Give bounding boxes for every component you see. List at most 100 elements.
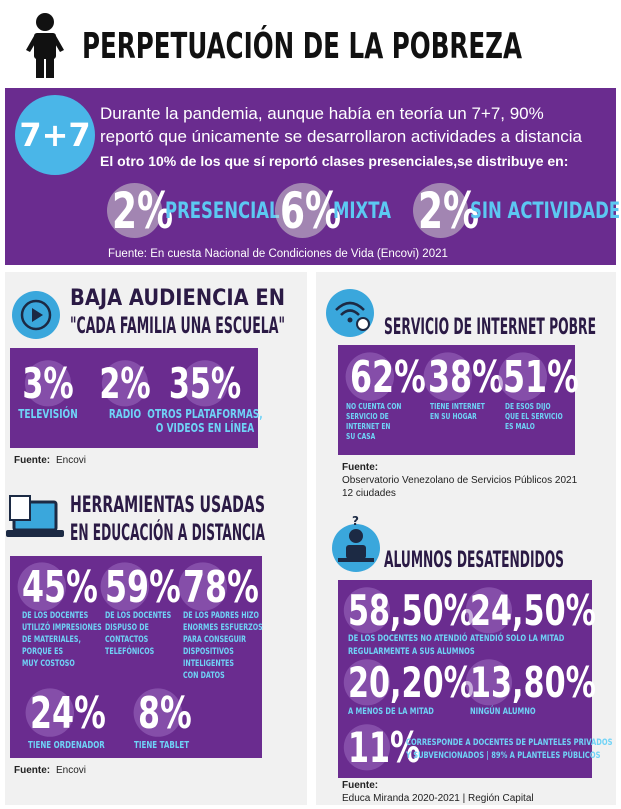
stat-label-group: DISPOSITIVOS — [183, 646, 234, 656]
stat-number-group: 24,50% — [470, 586, 596, 635]
stat-label-group: PORQUE ES — [22, 646, 63, 656]
stat-label: INTERNET EN — [346, 421, 391, 431]
stat-label-group: DISPUSO DE — [105, 622, 149, 632]
svg-text:?: ? — [352, 514, 359, 528]
number-bubble — [498, 352, 547, 401]
badge-circle — [15, 95, 95, 175]
stat-label-group: TELEFÓNICOS — [105, 646, 154, 656]
stat-label: TIENE TABLET — [134, 739, 189, 750]
stat-label: DE LOS DOCENTES NO ATENDIÓ — [348, 631, 468, 643]
stat-number: 2% — [418, 183, 479, 240]
page-title: PERPETUACIÓN DE LA POBREZA — [82, 25, 522, 67]
stat-label-group: ENORMES ESFUERZOS — [183, 622, 263, 632]
stat-label-group: DE MATERIALES, — [22, 634, 81, 644]
stat-number-group: 11% — [348, 723, 420, 772]
number-bubble — [345, 352, 394, 401]
stat-label: CONTACTOS — [105, 634, 148, 644]
stat-number: 24,50% — [470, 586, 596, 635]
video-icon — [12, 291, 60, 339]
stat-label: A MENOS DE LA MITAD — [348, 706, 434, 716]
stat-number-group: 45% — [22, 562, 98, 614]
source-label: Fuente: — [342, 462, 378, 473]
stat-label-group: PARA CONSEGUIR — [183, 634, 246, 644]
stat-label: DE LOS DOCENTES — [22, 610, 88, 620]
stat-label-group: CONTACTOS — [105, 634, 148, 644]
stat-number: 20,20% — [348, 658, 474, 707]
stat-label-group: Y SUBVENCIONADOS | 89% A PLANTELES PÚBLI… — [405, 748, 601, 760]
section-title: "CADA FAMILIA UNA ESCUELA" — [70, 314, 285, 339]
stat-label-group: SIN ACTIVIDADES — [470, 198, 621, 224]
stat-label: TELEFÓNICOS — [105, 646, 154, 656]
number-bubble — [275, 183, 330, 238]
stat-label: DE LOS DOCENTES — [105, 610, 171, 620]
stat-label-group: INTERNET EN — [346, 421, 391, 431]
stat-label-group: SU CASA — [346, 431, 376, 441]
number-bubble — [101, 360, 149, 407]
stat-label-group: RADIO — [109, 408, 141, 422]
stat-number: 45% — [22, 562, 98, 614]
stat-number-group: 6% — [280, 183, 341, 240]
stat-number-group: 58,50% — [348, 586, 474, 635]
stat-label: O VIDEOS EN LÍNEA — [156, 421, 255, 436]
stat-label-group: DE ESOS DIJO — [505, 401, 551, 411]
intro-source: Fuente: En cuesta Nacional de Condicione… — [108, 248, 448, 260]
stat-number: 13,80% — [470, 658, 596, 707]
content: PERPETUACIÓN DE LA POBREZA 7+7 Durante l… — [14, 25, 621, 804]
source-text: Encovi — [56, 765, 86, 776]
stat-label-group: DE LOS DOCENTES — [22, 610, 88, 620]
number-bubble — [343, 587, 390, 634]
stat-label: ES MALO — [505, 421, 535, 431]
number-bubble — [465, 587, 512, 634]
stat-label-group: NO CUENTA CON — [346, 401, 401, 411]
stat-number-group: 78% — [183, 562, 259, 614]
stat-label-group: TELEVISIÓN — [18, 407, 77, 422]
number-bubble — [343, 724, 390, 771]
stat-number: 2% — [112, 183, 173, 240]
stat-number-group: 3% — [22, 359, 73, 408]
stat-label-group: PRESENCIAL — [165, 198, 280, 224]
stat-label: INTELIGENTES — [183, 658, 234, 668]
stat-number: 8% — [138, 688, 192, 740]
wifi-icon — [326, 289, 374, 337]
stat-number: 2% — [99, 359, 150, 408]
stat-label: MUY COSTOSO — [22, 658, 75, 668]
stat-label-group: CON DATOS — [183, 670, 225, 680]
stat-number-group: 2% — [418, 183, 479, 240]
stat-label: QUE EL SERVICIO — [505, 411, 563, 421]
stat-number-group: 20,20% — [348, 658, 474, 707]
stat-label: DISPOSITIVOS — [183, 646, 234, 656]
stat-label-group: TIENE TABLET — [134, 739, 189, 750]
stat-number: 24% — [30, 688, 106, 740]
stat-number: 78% — [183, 562, 259, 614]
number-bubble — [178, 562, 227, 611]
stat-label: ENORMES ESFUERZOS — [183, 622, 263, 632]
section-title: ALUMNOS DESATENDIDOS — [384, 548, 564, 573]
stat-label-group: MIXTA — [333, 198, 391, 224]
stat-label-group: DE LOS DOCENTES NO ATENDIÓ — [348, 631, 468, 643]
number-bubble — [107, 183, 162, 238]
source-text: Encovi — [56, 455, 86, 466]
stat-label-group: INTELIGENTES — [183, 658, 234, 668]
source-label: Fuente: — [14, 455, 50, 466]
stat-label-group: EN SU HOGAR — [430, 411, 477, 421]
stat-label: CORRESPONDE A DOCENTES DE PLANTELES PRIV… — [406, 737, 613, 747]
source-text: Observatorio Venezolano de Servicios Púb… — [342, 475, 578, 486]
stat-number: 6% — [280, 183, 341, 240]
stat-number-group: 2% — [112, 183, 173, 240]
stat-number: 38% — [428, 352, 504, 404]
stat-label: PARA CONSEGUIR — [183, 634, 246, 644]
stat-label: SIN ACTIVIDADES — [470, 198, 621, 224]
stat-label-group: UTILIZÓ IMPRESIONES — [22, 622, 102, 632]
stat-label: CON DATOS — [183, 670, 225, 680]
stat-label-group: SERVICIO DE — [346, 411, 389, 421]
number-bubble — [100, 562, 149, 611]
section-title: BAJA AUDIENCIA EN — [70, 286, 285, 311]
stat-number-group: 13,80% — [470, 658, 596, 707]
badge-text: 7+7 — [19, 116, 90, 154]
stat-label-group: REGULARMENTE A SUS ALUMNOS — [348, 646, 475, 656]
stat-number-group: 62% — [350, 352, 426, 404]
stat-label-group: O VIDEOS EN LÍNEA — [156, 421, 255, 436]
stat-label: NO CUENTA CON — [346, 401, 401, 411]
stat-number: 59% — [105, 562, 181, 614]
